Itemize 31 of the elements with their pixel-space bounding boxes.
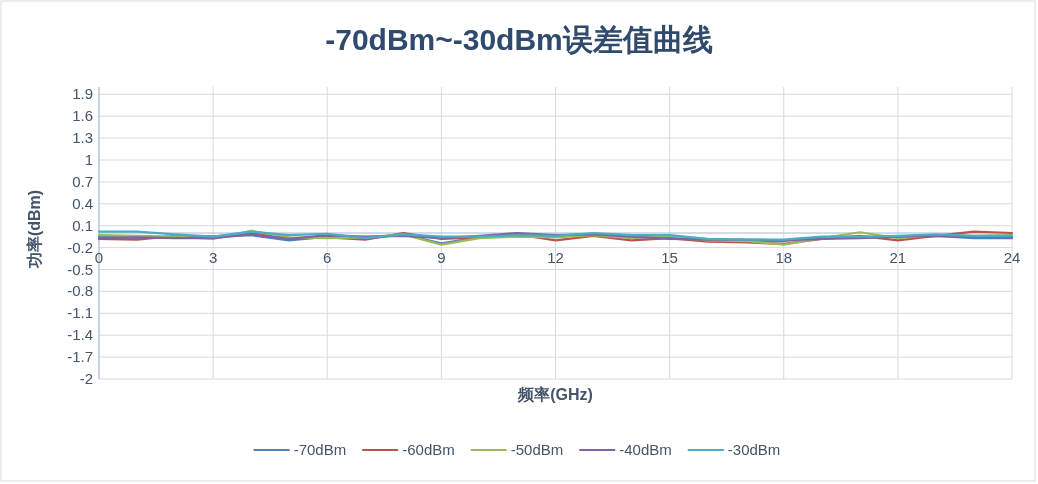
y-tick-label: 0.1: [72, 216, 93, 234]
x-axis-title: 频率(GHz): [517, 385, 593, 403]
y-tick-label: 1.3: [72, 129, 93, 147]
y-tick-label: 1.9: [72, 85, 93, 103]
x-tick-label: 6: [323, 249, 332, 266]
legend-label: -60dBm: [402, 441, 455, 458]
x-tick-label: 15: [661, 249, 678, 266]
y-tick-label: 1.6: [72, 107, 93, 125]
x-tick-label: 3: [208, 249, 218, 266]
legend-label: -70dBm: [293, 441, 347, 458]
legend-label: -30dBm: [727, 441, 781, 458]
y-tick-label: -1.1: [67, 304, 93, 322]
legend-label: -40dBm: [619, 441, 672, 458]
y-tick-label: -2: [79, 370, 93, 387]
y-tick-label: -0.2: [67, 238, 93, 256]
x-tick-label: 9: [437, 249, 446, 266]
chart-title: -70dBm~-30dBm误差值曲线: [325, 23, 713, 56]
y-axis-title: 功率(dBm): [25, 189, 43, 270]
y-tick-label: -0.5: [67, 260, 93, 278]
y-tick-label: 0.7: [72, 172, 93, 190]
x-tick-label: 18: [775, 249, 793, 266]
y-tick-label: -0.8: [67, 282, 93, 300]
x-tick-label: 21: [889, 249, 907, 266]
x-tick-label: 24: [1003, 249, 1021, 266]
x-tick-label: 12: [547, 249, 564, 266]
y-tick-label: 0.4: [72, 194, 93, 212]
x-tick-label: 0: [94, 249, 104, 266]
legend-label: -50dBm: [510, 441, 564, 458]
y-tick-label: 1: [84, 151, 93, 168]
y-tick-label: -1.4: [67, 326, 93, 344]
y-tick-label: -1.7: [67, 348, 93, 366]
